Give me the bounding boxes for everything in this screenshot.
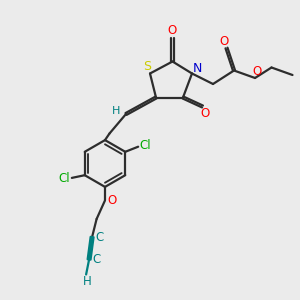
Text: C: C	[95, 230, 104, 244]
Text: N: N	[193, 61, 202, 75]
Text: O: O	[253, 65, 262, 78]
Text: O: O	[108, 194, 117, 208]
Text: S: S	[143, 60, 151, 74]
Text: O: O	[168, 23, 177, 37]
Text: Cl: Cl	[59, 172, 70, 185]
Text: H: H	[112, 106, 121, 116]
Text: C: C	[92, 253, 101, 266]
Text: O: O	[200, 106, 209, 120]
Text: Cl: Cl	[139, 139, 151, 152]
Text: H: H	[83, 274, 92, 288]
Text: O: O	[219, 35, 228, 48]
